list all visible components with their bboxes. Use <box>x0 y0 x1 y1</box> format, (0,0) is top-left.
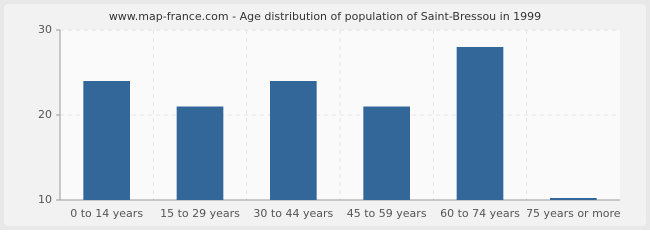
bar <box>176 106 224 200</box>
bar <box>363 106 410 200</box>
y-tick-label: 20 <box>38 108 52 121</box>
y-tick-label: 10 <box>38 193 52 206</box>
x-tick-label: 45 to 59 years <box>347 207 427 220</box>
x-tick-label: 75 years or more <box>526 207 621 220</box>
y-tick-label: 30 <box>38 23 52 36</box>
bar <box>550 198 597 200</box>
x-tick-label: 15 to 29 years <box>160 207 240 220</box>
chart-title: www.map-france.com - Age distribution of… <box>109 10 541 23</box>
x-tick-label: 60 to 74 years <box>440 207 520 220</box>
bar <box>456 47 504 200</box>
bar <box>270 81 317 200</box>
bar <box>83 81 130 200</box>
x-tick-label: 30 to 44 years <box>253 207 333 220</box>
chart: www.map-france.com - Age distribution of… <box>0 0 650 230</box>
x-tick-label: 0 to 14 years <box>70 207 143 220</box>
